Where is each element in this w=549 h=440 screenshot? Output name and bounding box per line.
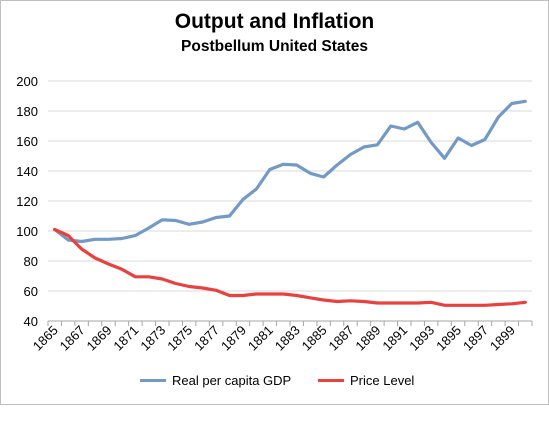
- x-tick-label: 1883: [272, 323, 303, 354]
- chart-subtitle: Postbellum United States: [181, 38, 368, 55]
- plot-area: 40 60 80 100 120 140 160 180 200 186518671869187…: [16, 74, 533, 354]
- gridlines: [48, 80, 532, 322]
- x-tick-label: 1867: [57, 323, 88, 354]
- y-tick-label: 140: [16, 164, 38, 179]
- x-tick-label: 1881: [245, 323, 276, 354]
- y-tick-label: 80: [24, 254, 38, 269]
- legend-label-price-level: Price Level: [350, 373, 415, 388]
- x-tick-label: 1893: [406, 323, 437, 354]
- x-tick-label: 1869: [84, 323, 115, 354]
- x-tick-label: 1873: [137, 323, 168, 354]
- y-axis: 40 60 80 100 120 140 160 180 200: [16, 74, 38, 329]
- series-line-price-level: [53, 227, 527, 307]
- x-tick-label: 1891: [379, 323, 410, 354]
- y-tick-label: 200: [16, 74, 38, 89]
- chart-title: Output and Inflation: [174, 10, 375, 33]
- y-tick-label: 160: [16, 134, 38, 149]
- x-tick-label: 1877: [191, 323, 222, 354]
- x-tick-label: 1879: [218, 323, 249, 354]
- x-tick-label: 1875: [164, 323, 195, 354]
- y-tick-label: 120: [16, 194, 38, 209]
- y-tick-label: 40: [24, 314, 38, 329]
- x-tick-label: 1895: [433, 323, 464, 354]
- y-tick-label: 60: [24, 284, 38, 299]
- x-tick-label: 1871: [110, 323, 141, 354]
- x-tick-label: 1887: [326, 323, 357, 354]
- x-tick-label: 1897: [460, 323, 491, 354]
- chart-area: [0, 0, 549, 405]
- y-tick-label: 100: [16, 224, 38, 239]
- legend-item-gdp: Real per capita GDP: [140, 373, 291, 388]
- y-tick-label: 180: [16, 104, 38, 119]
- series-lines: [53, 99, 527, 307]
- x-axis: 1865186718691871187318751877187918811883…: [30, 321, 533, 354]
- legend-swatch-gdp: [140, 379, 166, 382]
- series-line-real-per-capita-gdp: [53, 99, 527, 244]
- x-tick-label: 1889: [352, 323, 383, 354]
- x-tick-label: 1885: [299, 323, 330, 354]
- x-tick-label: 1899: [487, 323, 518, 354]
- legend-item-price-level: Price Level: [318, 373, 414, 388]
- legend-swatch-price-level: [318, 379, 344, 382]
- legend-label-gdp: Real per capita GDP: [172, 373, 292, 388]
